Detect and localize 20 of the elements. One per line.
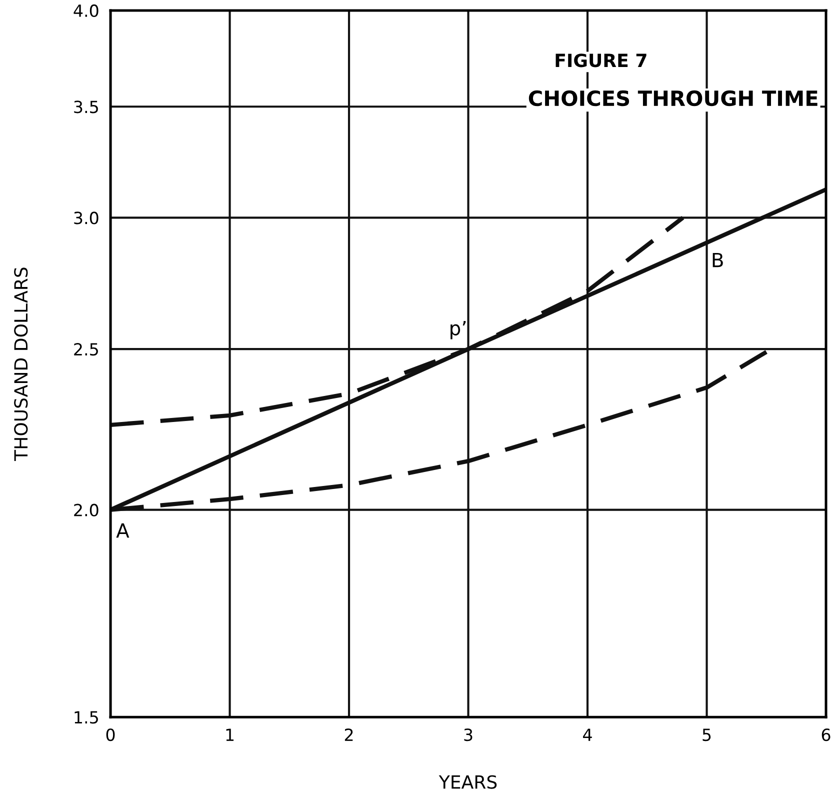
y-tick-label: 1.5: [74, 711, 98, 724]
x-tick-label: 4: [583, 728, 592, 741]
y-tick-label: 3.0: [74, 212, 98, 224]
text: FIGURE 7: [556, 54, 646, 68]
annotation: p’: [450, 320, 466, 340]
annotation: B: [712, 252, 723, 268]
x-tick-label: 3: [464, 728, 472, 742]
text: CHOICES THROUGH TIME: [528, 90, 818, 106]
x-tick-label: 2: [344, 728, 353, 741]
y-tick-label: 2.0: [74, 504, 98, 516]
annotation: A: [116, 523, 130, 538]
y-tick-label: 2.5: [74, 343, 98, 356]
x-tick-label: 1: [226, 728, 234, 741]
x-axis-title: YEARS: [438, 775, 497, 789]
y-tick-label: 4.0: [74, 4, 98, 18]
x-tick-label: 0: [106, 728, 115, 742]
y-axis-title: THOUSAND DOLLARS: [14, 268, 28, 461]
x-tick-label: 5: [702, 728, 711, 742]
x-tick-label: 6: [822, 728, 830, 742]
y-tick-label: 3.5: [74, 100, 98, 114]
